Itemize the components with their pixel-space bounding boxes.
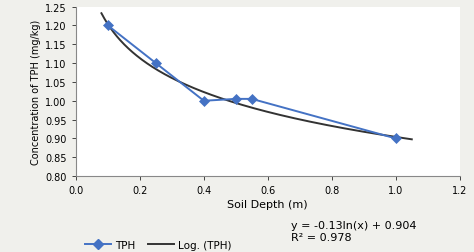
Line: TPH: TPH — [104, 23, 399, 142]
Log. (TPH) — [409, 138, 415, 141]
Log. (TPH) — [283, 115, 289, 118]
Line: Log. (TPH): Log. (TPH) — [101, 14, 412, 140]
Log. (TPH) — [289, 117, 294, 120]
TPH — [393, 137, 399, 140]
TPH — [233, 98, 238, 101]
TPH — [201, 100, 207, 103]
Legend: TPH, Log. (TPH): TPH, Log. (TPH) — [81, 236, 236, 252]
TPH — [153, 62, 159, 65]
X-axis label: Soil Depth (m): Soil Depth (m) — [228, 200, 308, 209]
Log. (TPH) — [100, 15, 105, 18]
Y-axis label: Concentration of TPH (mg/kg): Concentration of TPH (mg/kg) — [31, 20, 41, 164]
Log. (TPH) — [380, 134, 385, 137]
TPH — [249, 98, 255, 101]
Log. (TPH) — [283, 115, 288, 118]
Log. (TPH) — [360, 131, 366, 134]
TPH — [105, 25, 111, 28]
Log. (TPH) — [99, 13, 104, 16]
Text: y = -0.13ln(x) + 0.904
R² = 0.978: y = -0.13ln(x) + 0.904 R² = 0.978 — [291, 220, 416, 242]
